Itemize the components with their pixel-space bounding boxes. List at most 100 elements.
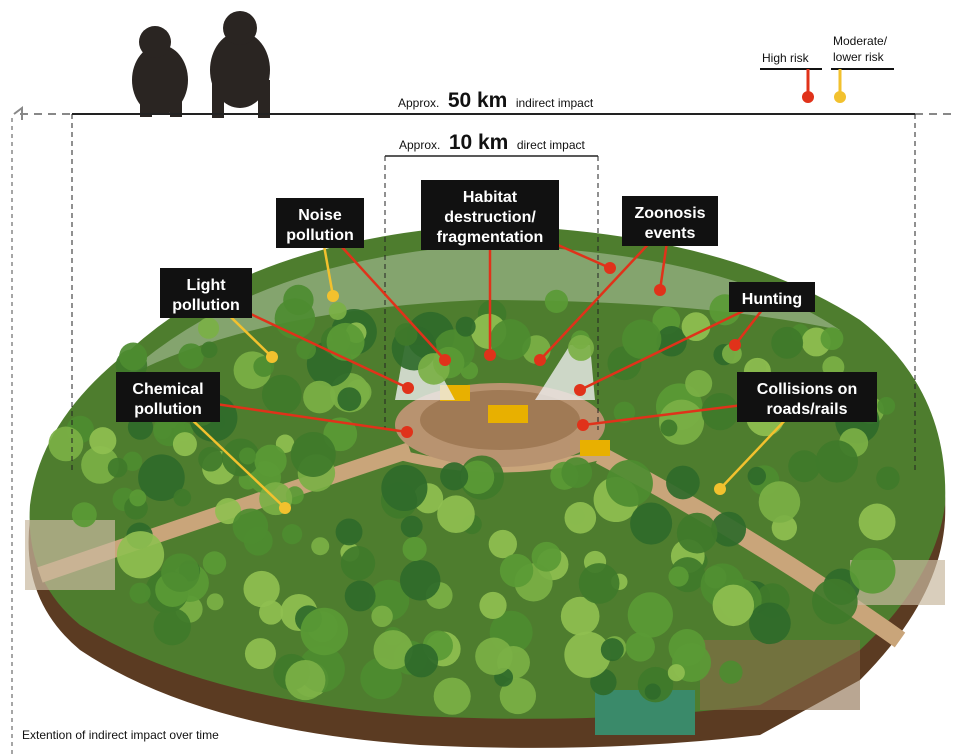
tree: [455, 316, 476, 337]
tree: [712, 584, 755, 627]
tree: [489, 319, 531, 361]
tree: [122, 451, 143, 472]
tree: [666, 465, 700, 500]
tree: [788, 450, 821, 483]
tree: [399, 560, 441, 601]
tree: [771, 326, 804, 359]
label-text: Collisions on: [757, 381, 857, 398]
tree: [630, 502, 673, 545]
tree: [544, 289, 569, 314]
tree: [564, 631, 611, 678]
tree: [238, 447, 257, 465]
tree: [820, 327, 844, 351]
tree: [178, 343, 204, 369]
tree: [400, 515, 423, 538]
tree: [402, 536, 427, 562]
distance: 50 km: [448, 89, 508, 112]
prefix: Approx.: [398, 96, 439, 110]
tree: [311, 537, 330, 556]
tree: [381, 464, 428, 512]
tree: [138, 454, 185, 501]
label-text: pollution: [286, 227, 354, 244]
tree: [274, 298, 316, 339]
tree: [812, 578, 858, 625]
tree: [261, 374, 302, 415]
tree: [711, 511, 747, 547]
distance: 10 km: [449, 131, 509, 154]
risk-dot: [279, 502, 291, 514]
risk-dot: [439, 354, 451, 366]
tree: [564, 501, 597, 534]
tree: [627, 592, 673, 638]
tree: [340, 546, 376, 581]
tree: [613, 401, 636, 424]
tree: [568, 334, 594, 361]
prefix: Approx.: [399, 138, 440, 152]
tree: [300, 607, 349, 656]
tree: [719, 660, 743, 684]
tree: [285, 659, 326, 701]
label-text: pollution: [172, 297, 240, 314]
tree: [605, 459, 653, 507]
tree: [296, 339, 316, 360]
label-text: Zoonosis: [634, 205, 705, 222]
tree: [215, 498, 242, 525]
tree: [254, 444, 287, 477]
tree: [201, 341, 218, 358]
tree: [303, 380, 336, 414]
risk-dot: [402, 382, 414, 394]
tree: [232, 508, 269, 545]
tree: [81, 446, 119, 484]
tree: [371, 605, 393, 628]
legend-moderate-2: lower risk: [833, 50, 885, 64]
tree: [561, 457, 593, 488]
tree: [749, 602, 791, 645]
tree: [876, 466, 900, 490]
label-box: [116, 372, 220, 422]
tree: [747, 466, 766, 486]
scale-lines: [11, 106, 957, 754]
tree: [644, 683, 661, 700]
tree: [197, 317, 220, 339]
tree: [206, 593, 224, 611]
tree: [71, 502, 97, 528]
indirect-scale: Approx. 50 km indirect impact: [398, 89, 594, 112]
tree: [198, 446, 223, 472]
tree: [394, 323, 418, 346]
label-text: pollution: [134, 401, 202, 418]
tree: [337, 387, 362, 412]
leader: [579, 295, 773, 392]
label-box: [421, 180, 559, 250]
label-text: destruction/: [444, 209, 536, 226]
tree: [578, 563, 620, 604]
suffix: indirect impact: [516, 96, 594, 110]
tree: [660, 419, 678, 437]
label-text: Habitat: [463, 189, 518, 206]
tree: [681, 312, 711, 342]
tree: [404, 643, 439, 678]
risk-dot: [401, 426, 413, 438]
risk-dot: [327, 290, 339, 302]
risk-dot: [534, 354, 546, 366]
tree: [701, 392, 739, 431]
tree: [129, 582, 151, 604]
tree: [440, 462, 469, 491]
tree: [849, 547, 896, 594]
footnote: Extention of indirect impact over time: [22, 728, 219, 742]
risk-dot: [729, 339, 741, 351]
tree: [116, 531, 165, 579]
tree: [161, 553, 200, 592]
tree: [877, 396, 896, 415]
tree: [499, 677, 537, 715]
label-box: [160, 268, 252, 318]
tree: [460, 460, 495, 495]
tree: [475, 637, 513, 676]
label-text: events: [645, 225, 696, 242]
label-box: [276, 198, 364, 248]
tree: [488, 529, 517, 559]
risk-dot: [714, 483, 726, 495]
risk-dot: [604, 262, 616, 274]
tree: [129, 489, 147, 507]
tree: [668, 566, 689, 587]
